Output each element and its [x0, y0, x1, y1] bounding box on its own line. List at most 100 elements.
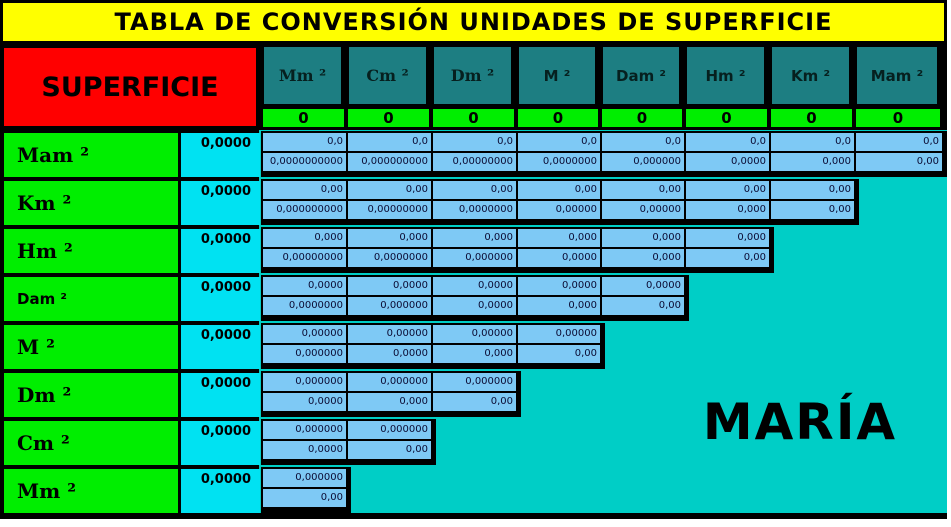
column-header: M ²: [519, 47, 595, 104]
value-bottom: 0,000000: [465, 252, 513, 263]
value-bottom: 0,00000: [639, 204, 681, 215]
zero-cell: 0: [771, 109, 852, 127]
value-input-cell[interactable]: 0,0000: [181, 181, 260, 225]
value-top: 0,00: [433, 181, 516, 201]
value-cell: 0,0000 0,0000000: [263, 277, 346, 315]
value-cell: 0,0 0,000000: [602, 133, 684, 171]
value-cell: 0,000000 0,0000: [263, 373, 346, 411]
value-top: 0,0: [602, 133, 684, 153]
value-bottom: 0,0000000: [373, 252, 428, 263]
value-cell: 0,000000 0,00: [433, 373, 516, 411]
value-bottom: 0,00: [405, 444, 428, 455]
value-bottom: 0,0000: [562, 252, 597, 263]
value-bottom: 0,000000000: [276, 204, 343, 215]
table-bottom-border: [0, 513, 947, 519]
value-bottom: 0,000000: [295, 348, 343, 359]
value-cell: 0,000 0,000: [602, 229, 684, 267]
value-top: 0,000: [686, 229, 769, 249]
value-top: 0,000000: [263, 373, 346, 393]
value-cell: 0,000000 0,0000: [263, 421, 346, 459]
value-bottom: 0,000: [822, 156, 851, 167]
value-top: 0,0000: [602, 277, 684, 297]
value-cell: 0,000 0,00: [686, 229, 769, 267]
zero-cell: 0: [686, 109, 767, 127]
table-row: 0,000000 0,0000 0,000000 0,000 0,000000 0,00: [261, 371, 521, 417]
value-cell: 0,0000 0,0000: [433, 277, 516, 315]
value-cell: 0,00 0,000000000: [263, 181, 346, 219]
value-input-cell[interactable]: 0,0000: [181, 325, 260, 369]
value-top: 0,000: [602, 229, 684, 249]
value-cell: 0,0000 0,000: [518, 277, 600, 315]
title-band: TABLA DE CONVERSIÓN UNIDADES DE SUPERFIC…: [0, 0, 947, 44]
value-input-cell[interactable]: 0,0000: [181, 229, 260, 273]
value-cell: 0,00 0,00000000: [348, 181, 431, 219]
value-top: 0,0: [263, 133, 346, 153]
value-cell: 0,00 0,000: [686, 181, 769, 219]
value-top: 0,0: [771, 133, 854, 153]
value-input-cell[interactable]: 0,0000: [181, 469, 260, 513]
value-top: 0,000000: [348, 421, 431, 441]
value-input-cell[interactable]: 0,0000: [181, 373, 260, 417]
value-bottom: 0,000: [737, 204, 766, 215]
value-bottom: 0,000: [652, 252, 681, 263]
value-top: 0,00000: [263, 325, 346, 345]
value-top: 0,00: [771, 181, 854, 201]
value-cell: 0,0 0,00: [856, 133, 942, 171]
value-top: 0,0: [686, 133, 769, 153]
row-label: Hm ²: [4, 229, 178, 273]
table-row: 0,000000 0,00: [261, 467, 351, 513]
value-bottom: 0,0000000: [542, 156, 597, 167]
value-top: 0,000: [263, 229, 346, 249]
value-bottom: 0,00: [574, 348, 597, 359]
value-top: 0,0000: [518, 277, 600, 297]
value-cell: 0,0 0,000: [771, 133, 854, 171]
column-header: Cm ²: [349, 47, 426, 104]
table-row: 0,0000 0,0000000 0,0000 0,000000 0,0000 0,000…: [261, 275, 689, 321]
value-top: 0,000000: [348, 373, 431, 393]
value-top: 0,0: [518, 133, 600, 153]
row-label: M ²: [4, 325, 178, 369]
row-label: Mm ²: [4, 469, 178, 513]
zero-cell: 0: [348, 109, 429, 127]
value-top: 0,00: [602, 181, 684, 201]
zero-cell: 0: [518, 109, 598, 127]
row-label: Cm ²: [4, 421, 178, 465]
value-cell: 0,00 0,00000: [602, 181, 684, 219]
value-input-cell[interactable]: 0,0000: [181, 277, 260, 321]
value-bottom: 0,00: [916, 156, 939, 167]
column-header: Dam ²: [603, 47, 679, 104]
value-bottom: 0,0000: [478, 300, 513, 311]
value-top: 0,000: [348, 229, 431, 249]
value-top: 0,0: [433, 133, 516, 153]
value-bottom: 0,0000: [308, 444, 343, 455]
value-cell: 0,00 0,00: [771, 181, 854, 219]
value-bottom: 0,00: [320, 492, 343, 503]
table-row: 0,000 0,00000000 0,000 0,0000000 0,000 0,0000…: [261, 227, 774, 273]
page-title: TABLA DE CONVERSIÓN UNIDADES DE SUPERFIC…: [3, 3, 944, 41]
column-header: Km ²: [772, 47, 849, 104]
value-bottom: 0,000: [399, 396, 428, 407]
value-top: 0,0: [856, 133, 942, 153]
value-bottom: 0,0000: [731, 156, 766, 167]
value-cell: 0,0 0,000000000: [348, 133, 431, 171]
value-cell: 0,000000 0,00: [263, 469, 346, 507]
column-header: Hm ²: [687, 47, 764, 104]
value-input-cell[interactable]: 0,0000: [181, 421, 260, 465]
value-cell: 0,0 0,0000000000: [263, 133, 346, 171]
value-input-cell[interactable]: 0,0000: [181, 133, 260, 177]
value-top: 0,0000: [433, 277, 516, 297]
value-cell: 0,0000 0,000000: [348, 277, 431, 315]
value-bottom: 0,00000000: [282, 252, 343, 263]
value-top: 0,00: [348, 181, 431, 201]
table-row: 0,00000 0,000000 0,00000 0,0000 0,00000 0,000…: [261, 323, 605, 369]
value-top: 0,0: [348, 133, 431, 153]
zero-cell: 0: [433, 109, 514, 127]
zero-cell: 0: [856, 109, 940, 127]
zero-cell: 0: [263, 109, 344, 127]
value-cell: 0,00000 0,000: [433, 325, 516, 363]
value-top: 0,000000: [433, 373, 516, 393]
value-top: 0,000: [433, 229, 516, 249]
table-row: 0,000000 0,0000 0,000000 0,00: [261, 419, 436, 465]
value-cell: 0,0 0,00000000: [433, 133, 516, 171]
